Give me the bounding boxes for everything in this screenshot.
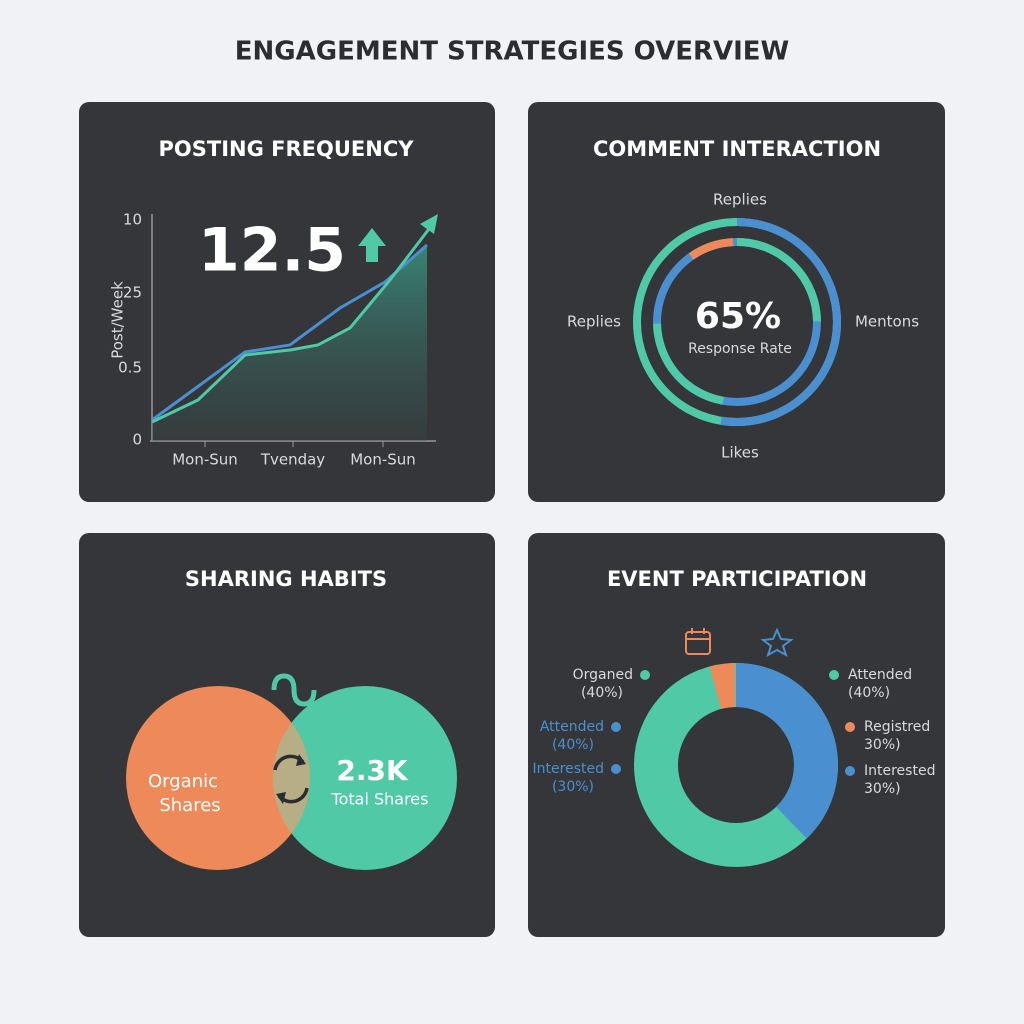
star-icon — [760, 627, 794, 658]
legend-value: 30%) — [864, 781, 901, 797]
x-tick-label: Mon-Sun — [172, 451, 238, 469]
venn-label: Total Shares — [331, 790, 429, 809]
legend-value: (30%) — [552, 779, 594, 795]
x-tick-label: Tvenday — [260, 451, 325, 469]
legend-label: Organed — [573, 667, 633, 683]
legend-label: Attended — [848, 667, 912, 683]
legend-dot — [611, 722, 621, 732]
legend-dot — [845, 722, 855, 732]
caption: Response Rate — [688, 341, 792, 357]
panel — [528, 533, 945, 937]
venn — [126, 686, 457, 870]
legend-label: Attended — [540, 719, 604, 735]
line-chart — [150, 214, 438, 447]
legend-value: (40%) — [552, 737, 594, 753]
legend-label: Interested — [533, 761, 604, 777]
legend-dot — [845, 766, 855, 776]
panel-title: SHARING HABITS — [185, 567, 387, 591]
page-title: ENGAGEMENT STRATEGIES OVERVIEW — [235, 37, 789, 67]
ring-label: Replies — [567, 313, 621, 331]
donut — [634, 663, 838, 867]
calendar-icon — [685, 628, 711, 655]
big-value: 12.5 — [198, 216, 346, 286]
y-tick-label: 0.5 — [118, 359, 142, 377]
y-tick-label: 10 — [123, 211, 142, 229]
legend-value: (40%) — [581, 685, 623, 701]
venn-value: 2.3K — [336, 754, 409, 787]
x-tick-label: Mon-Sun — [350, 451, 416, 469]
legend-value: 30%) — [864, 737, 901, 753]
panel-title: COMMENT INTERACTION — [593, 137, 881, 161]
big-value: 65% — [695, 296, 781, 337]
legend-label: Interested — [864, 763, 935, 779]
legend-dot — [640, 670, 650, 680]
legend-dot — [829, 670, 839, 680]
ring-chart — [633, 218, 841, 426]
panel-title: POSTING FREQUENCY — [159, 137, 415, 161]
venn-label: Organic — [148, 771, 218, 792]
legend-label: Registred — [864, 719, 930, 735]
y-tick-label: 0 — [132, 431, 142, 449]
ring-label: Replies — [713, 191, 767, 209]
legend-dot — [611, 764, 621, 774]
up-arrow — [358, 228, 386, 262]
venn-label: Shares — [159, 795, 220, 816]
legend-value: (40%) — [848, 685, 890, 701]
y-tick-label: 25 — [123, 284, 142, 302]
panel — [528, 102, 945, 502]
link-icon — [271, 673, 317, 707]
y-axis-label: Post/Week — [109, 281, 127, 359]
ring-label: Mentons — [855, 313, 919, 331]
panel-title: EVENT PARTICIPATION — [607, 567, 867, 591]
ring-label: Likes — [721, 444, 759, 462]
